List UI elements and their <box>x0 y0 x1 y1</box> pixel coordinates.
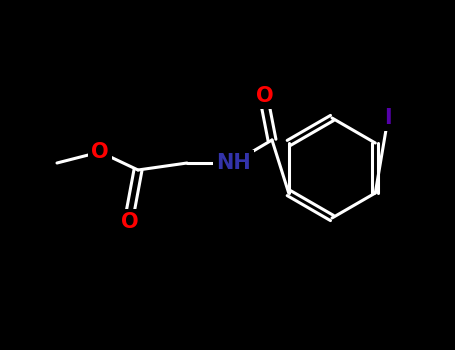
Text: O: O <box>91 142 109 162</box>
Text: NH: NH <box>216 153 250 173</box>
Text: I: I <box>384 108 392 128</box>
Text: O: O <box>256 86 274 106</box>
Text: O: O <box>121 212 139 232</box>
